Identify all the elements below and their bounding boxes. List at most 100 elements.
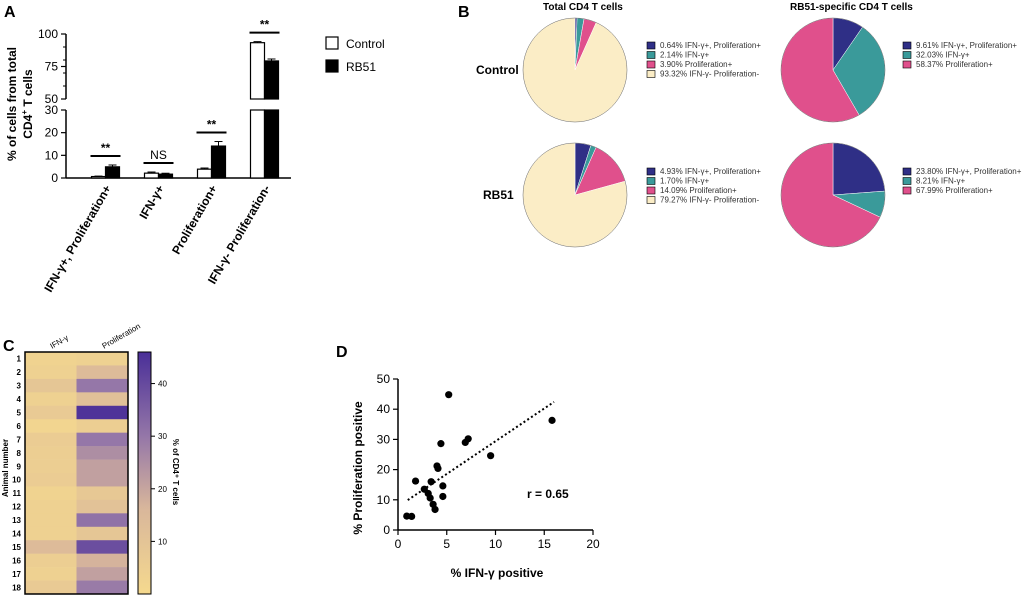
panel-a-label: A: [4, 4, 16, 21]
scatter-point: [426, 494, 434, 502]
panel-d-label: D: [336, 344, 348, 361]
panel-b: B Total CD4 T cells RB51-specific CD4 T …: [458, 2, 1022, 248]
heatmap-frame: [24, 351, 129, 595]
colorbar-tick-label: 10: [158, 537, 167, 546]
significance-marker: **: [207, 118, 217, 132]
heatmap-cell: [25, 526, 77, 541]
pie-legend-label: 32.03% IFN-γ+: [916, 51, 970, 60]
pie-legend-label: 23.80% IFN-γ+, Proliferation+: [916, 167, 1022, 176]
pie-legend-label: 8.21% IFN-γ+: [916, 177, 965, 186]
panel-d: D % Proliferation positive % IFN-γ posit…: [336, 344, 600, 580]
heatmap-cell: [25, 553, 77, 568]
scatter-x-tick-label: 0: [395, 537, 402, 551]
panel-a-x-tick-label: IFN-γ+: [136, 183, 167, 222]
heatmap-row-label: 3: [17, 382, 22, 391]
bar-control: [249, 42, 266, 100]
legend-control-swatch: [325, 36, 339, 50]
heatmap-cell: [76, 432, 129, 447]
heatmap-cell: [76, 486, 129, 501]
heatmap-cell: [76, 553, 129, 568]
scatter-point: [427, 478, 435, 486]
pie-outline: [780, 17, 886, 123]
bar-rb51: [104, 166, 121, 179]
scatter-axes: 0 5 10 15 20 0 10 20 30 40 50: [377, 372, 600, 551]
bar-control: [143, 172, 160, 179]
heatmap-row-label: 15: [12, 543, 21, 552]
heatmap-row-label: 10: [12, 476, 21, 485]
panel-a-y-tick-label: 0: [51, 171, 58, 185]
scatter-point: [437, 440, 445, 448]
scatter-points: [403, 391, 556, 521]
pie-legend-label: 58.37% Proliferation+: [916, 60, 993, 69]
pie-legend-swatch: [902, 186, 912, 195]
scatter-y-tick-label: 30: [377, 432, 391, 446]
significance-marker: **: [260, 18, 270, 32]
scatter-point: [487, 452, 495, 460]
scatter-point: [445, 391, 453, 399]
scatter-x-tick-label: 10: [489, 537, 503, 551]
pie-legend-label: 93.32% IFN-γ- Proliferation-: [660, 70, 759, 79]
heatmap-cell: [76, 580, 129, 595]
legend-rb51-label: RB51: [346, 60, 376, 74]
heatmap-cell: [76, 473, 129, 487]
legend-control-label: Control: [346, 37, 385, 51]
pie-legend-label: 67.99% Proliferation+: [916, 186, 993, 195]
pie-legend-swatch: [646, 196, 656, 204]
panel-a-y-tick-label: 100: [38, 27, 58, 41]
heatmap-cell: [25, 446, 77, 460]
bar-rb51: [210, 145, 227, 179]
heatmap-colorbar: [137, 351, 152, 595]
pie-legend-swatch: [902, 41, 912, 50]
heatmap-cell: [25, 352, 77, 366]
pie-legend-swatch: [646, 41, 656, 50]
heatmap-cell: [76, 526, 129, 541]
panel-b-label: B: [458, 4, 470, 21]
heatmap-row-label: 18: [12, 583, 21, 592]
scatter-x-tick-label: 20: [586, 537, 600, 551]
heatmap-cell: [76, 513, 129, 528]
heatmap-cell: [76, 446, 129, 460]
pie-col-title-total: Total CD4 T cells: [543, 2, 623, 13]
panel-b-pies: 0.64% IFN-γ+, Proliferation+2.14% IFN-γ+…: [522, 17, 1022, 248]
heatmap-row-label: 5: [17, 409, 22, 418]
scatter-point: [464, 435, 472, 443]
panel-a-y-tick-label: 50: [45, 92, 59, 106]
heatmap-col-label-ifn: IFN-γ: [49, 333, 70, 351]
heatmap-cell: [76, 352, 129, 366]
legend-rb51-swatch: [325, 59, 339, 73]
scatter-y-tick-label: 50: [377, 372, 391, 386]
scatter-point: [548, 416, 556, 424]
heatmap-cell: [25, 405, 77, 420]
pie-legend-label: 79.27% IFN-γ- Proliferation-: [660, 196, 759, 205]
bar-rb51-lower-segment: [263, 109, 280, 179]
heatmap-cell: [25, 473, 77, 487]
heatmap-colorbar-label: % of CD4⁺ T cells: [171, 439, 180, 506]
panel-c: C IFN-γ Proliferation Animal number 1234…: [1, 322, 180, 595]
heatmap-cell: [76, 419, 129, 433]
heatmap-cell: [25, 567, 77, 581]
pie-slice: [832, 142, 886, 196]
heatmap-cell: [25, 486, 77, 501]
heatmap-cell: [25, 419, 77, 433]
heatmap-cell: [76, 540, 129, 554]
pie-outline: [522, 142, 628, 248]
colorbar-tick-label: 40: [158, 380, 167, 389]
heatmap-ylabel: Animal number: [1, 439, 10, 497]
heatmap-cells: [25, 352, 129, 595]
panel-a-x-tick-labels: IFN-γ+, Proliferation+ IFN-γ+ Proliferatio…: [41, 183, 273, 295]
panel-c-label: C: [3, 338, 15, 355]
significance-marker: **: [101, 141, 111, 155]
heatmap-col-label-proliferation: Proliferation: [101, 322, 142, 351]
bar-rb51: [263, 60, 280, 100]
scatter-y-tick-label: 10: [377, 493, 391, 507]
heatmap-cell: [25, 499, 77, 514]
panel-a-ylabel-line2: CD4+ T cells: [20, 69, 35, 139]
panel-a-y-tick-label: 30: [45, 103, 59, 117]
heatmap-cell: [25, 513, 77, 528]
pie-legend-swatch: [646, 60, 656, 69]
scatter-ylabel: % Proliferation positive: [351, 401, 365, 535]
scatter-point: [411, 477, 420, 485]
heatmap-cell: [76, 365, 129, 380]
heatmap-row-label: 11: [13, 489, 22, 498]
